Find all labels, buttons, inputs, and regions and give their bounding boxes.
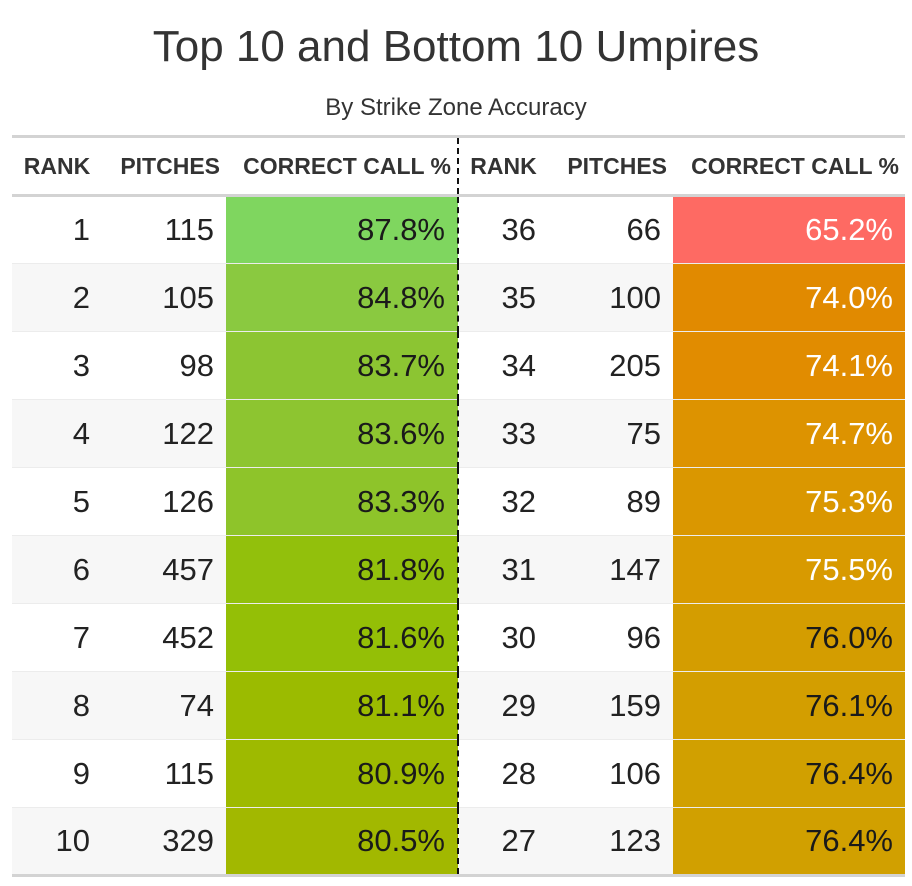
- top-correct-call-cell: 84.8%: [226, 263, 459, 332]
- top-rank-cell: 4: [12, 399, 102, 468]
- bottom-correct-call-cell: 75.5%: [673, 535, 905, 604]
- bottom-correct-call-cell: 74.1%: [673, 331, 905, 400]
- bottom-rank-cell: 30: [458, 603, 548, 672]
- umpire-accuracy-table: RANK PITCHES CORRECT CALL % RANK PITCHES…: [12, 135, 905, 877]
- chart-subtitle: By Strike Zone Accuracy: [325, 94, 587, 121]
- top-pitches-cell: 126: [102, 467, 226, 536]
- top-correct-call-cell: 83.6%: [226, 399, 459, 468]
- top-pitches-cell: 122: [102, 399, 226, 468]
- top-correct-call-cell: 80.9%: [226, 739, 459, 808]
- bottom-pitches-cell: 100: [548, 263, 673, 332]
- bottom-rank-cell: 31: [458, 535, 548, 604]
- top-pitches-cell: 329: [102, 807, 226, 877]
- top-correct-call-cell: 83.3%: [226, 467, 459, 536]
- bottom-rank-cell: 36: [458, 195, 548, 264]
- bottom-correct-call-cell: 74.7%: [673, 399, 905, 468]
- top-correct-call-cell: 87.8%: [226, 195, 459, 264]
- top-rank-cell: 3: [12, 331, 102, 400]
- top-pitches-cell: 115: [102, 195, 226, 264]
- bottom-pitches-cell: 66: [548, 195, 673, 264]
- top-pitches-cell: 115: [102, 739, 226, 808]
- bottom-correct-call-cell: 65.2%: [673, 195, 905, 264]
- header-correct-call-bottom: CORRECT CALL %: [673, 135, 905, 197]
- table-row: 8 74 81.1% 29 159 76.1%: [12, 671, 905, 740]
- table-row: 5 126 83.3% 32 89 75.3%: [12, 467, 905, 536]
- header-rank-bottom: RANK: [458, 135, 548, 197]
- top-rank-cell: 5: [12, 467, 102, 536]
- header-row: RANK PITCHES CORRECT CALL % RANK PITCHES…: [12, 135, 905, 197]
- bottom-correct-call-cell: 76.4%: [673, 807, 905, 877]
- table-row: 10 329 80.5% 27 123 76.4%: [12, 807, 905, 877]
- bottom-rank-cell: 34: [458, 331, 548, 400]
- top-pitches-cell: 452: [102, 603, 226, 672]
- header-pitches-bottom: PITCHES: [548, 135, 673, 197]
- bottom-pitches-cell: 96: [548, 603, 673, 672]
- bottom-rank-cell: 27: [458, 807, 548, 877]
- table-row: 7 452 81.6% 30 96 76.0%: [12, 603, 905, 672]
- top-rank-cell: 6: [12, 535, 102, 604]
- bottom-correct-call-cell: 74.0%: [673, 263, 905, 332]
- bottom-rank-cell: 33: [458, 399, 548, 468]
- top-rank-cell: 1: [12, 195, 102, 264]
- header-pitches-top: PITCHES: [102, 135, 226, 197]
- header-rank-top: RANK: [12, 135, 102, 197]
- top-pitches-cell: 98: [102, 331, 226, 400]
- table-row: 6 457 81.8% 31 147 75.5%: [12, 535, 905, 604]
- bottom-pitches-cell: 106: [548, 739, 673, 808]
- top-rank-cell: 2: [12, 263, 102, 332]
- top-rank-cell: 8: [12, 671, 102, 740]
- bottom-rank-cell: 35: [458, 263, 548, 332]
- table-row: 4 122 83.6% 33 75 74.7%: [12, 399, 905, 468]
- top-pitches-cell: 74: [102, 671, 226, 740]
- bottom-correct-call-cell: 75.3%: [673, 467, 905, 536]
- top-pitches-cell: 105: [102, 263, 226, 332]
- bottom-pitches-cell: 205: [548, 331, 673, 400]
- table-body: 1 115 87.8% 36 66 65.2% 2 105 84.8% 35 100 74.0% 3 98…: [12, 195, 905, 877]
- bottom-correct-call-cell: 76.0%: [673, 603, 905, 672]
- bottom-correct-call-cell: 76.4%: [673, 739, 905, 808]
- top-correct-call-cell: 81.6%: [226, 603, 459, 672]
- top-rank-cell: 7: [12, 603, 102, 672]
- bottom-rank-cell: 28: [458, 739, 548, 808]
- bottom-rank-cell: 32: [458, 467, 548, 536]
- table-row: 3 98 83.7% 34 205 74.1%: [12, 331, 905, 400]
- table-row: 9 115 80.9% 28 106 76.4%: [12, 739, 905, 808]
- top-pitches-cell: 457: [102, 535, 226, 604]
- top-correct-call-cell: 81.1%: [226, 671, 459, 740]
- table-row: 1 115 87.8% 36 66 65.2%: [12, 195, 905, 264]
- top-correct-call-cell: 80.5%: [226, 807, 459, 877]
- header-correct-call-top: CORRECT CALL %: [226, 135, 459, 197]
- top-rank-cell: 9: [12, 739, 102, 808]
- top-correct-call-cell: 83.7%: [226, 331, 459, 400]
- bottom-pitches-cell: 75: [548, 399, 673, 468]
- chart-title: Top 10 and Bottom 10 Umpires: [152, 22, 760, 71]
- top-correct-call-cell: 81.8%: [226, 535, 459, 604]
- bottom-pitches-cell: 123: [548, 807, 673, 877]
- bottom-correct-call-cell: 76.1%: [673, 671, 905, 740]
- top-rank-cell: 10: [12, 807, 102, 877]
- bottom-pitches-cell: 89: [548, 467, 673, 536]
- bottom-pitches-cell: 147: [548, 535, 673, 604]
- bottom-pitches-cell: 159: [548, 671, 673, 740]
- table-row: 2 105 84.8% 35 100 74.0%: [12, 263, 905, 332]
- bottom-rank-cell: 29: [458, 671, 548, 740]
